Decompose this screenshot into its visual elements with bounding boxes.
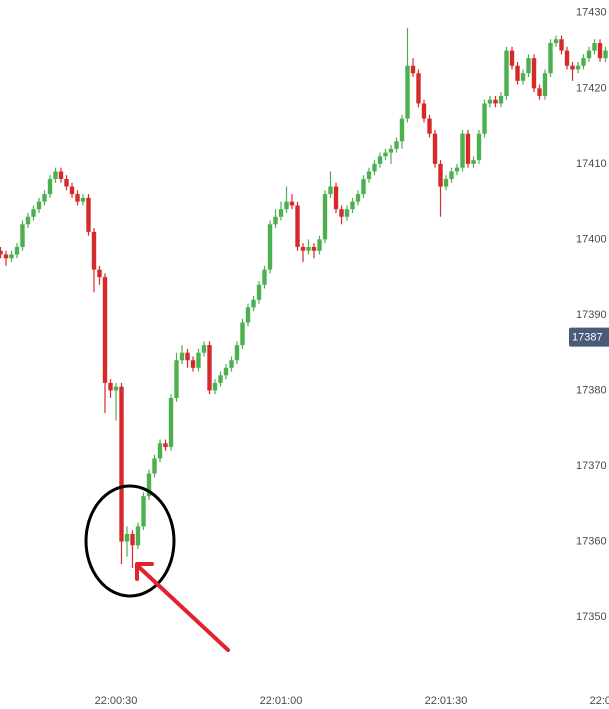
y-tick-label: 17430 — [576, 7, 607, 19]
price-label-box — [569, 327, 609, 347]
y-tick-label: 17370 — [576, 460, 607, 472]
x-tick-label: 22:02:00 — [590, 695, 609, 707]
y-tick-label: 17390 — [576, 309, 607, 321]
arrow-shaft — [138, 566, 230, 652]
y-tick-label: 17400 — [576, 233, 607, 245]
x-tick-label: 22:00:30 — [95, 695, 138, 707]
y-tick-label: 17380 — [576, 384, 607, 396]
y-tick-label: 17410 — [576, 158, 607, 170]
x-tick-label: 22:01:00 — [260, 695, 303, 707]
y-tick-label: 17360 — [576, 535, 607, 547]
candle-body — [0, 250, 3, 255]
price-label: 17387 — [572, 331, 603, 343]
highlight-circle — [84, 484, 176, 598]
arrow-head — [135, 562, 154, 581]
y-tick-label: 17350 — [576, 611, 607, 623]
y-tick-label: 17420 — [576, 82, 607, 94]
x-tick-label: 22:01:30 — [425, 695, 468, 707]
